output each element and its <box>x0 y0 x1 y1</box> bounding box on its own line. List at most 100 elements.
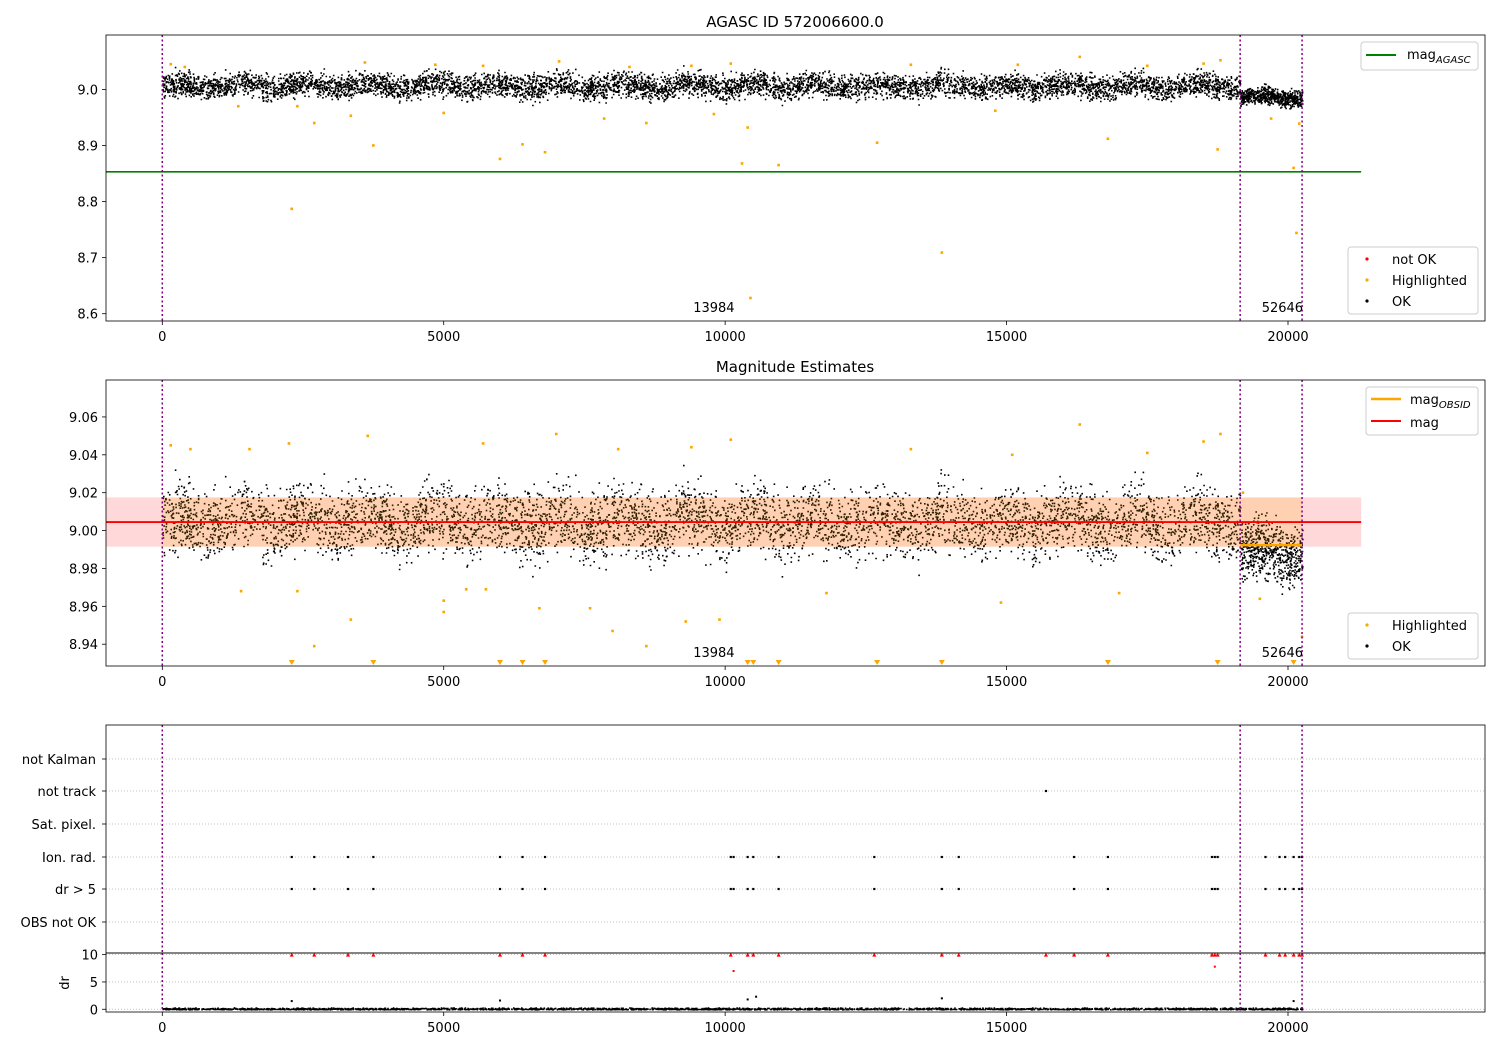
highlighted-point <box>312 121 316 125</box>
highlighted-point <box>287 442 291 445</box>
dr-capped-marker <box>1263 952 1268 957</box>
x-tick-label: 20000 <box>1267 675 1308 690</box>
highlighted-point <box>690 445 693 449</box>
dr-outlier-point <box>746 998 749 1001</box>
highlighted-point <box>349 114 353 118</box>
flag-point <box>777 887 780 891</box>
dr-capped-marker <box>1283 952 1288 957</box>
dr-capped-marker <box>872 952 877 957</box>
highlighted-point <box>712 112 716 116</box>
flag-point <box>1073 887 1076 891</box>
highlighted-point <box>1016 63 1020 67</box>
flag-point <box>1216 855 1219 859</box>
highlighted-point <box>372 144 375 147</box>
flag-point <box>1278 855 1281 859</box>
highlighted-point <box>645 121 648 125</box>
highlighted-point <box>1216 148 1219 151</box>
axes-frame <box>105 952 1486 1013</box>
highlighted-point <box>746 126 749 129</box>
flag-point <box>313 887 316 891</box>
flag-point <box>521 855 524 859</box>
highlighted-limit-marker <box>497 660 503 665</box>
flag-point <box>1073 855 1076 859</box>
y-tick-label: 8.94 <box>69 638 98 653</box>
highlighted-limit-marker <box>938 660 945 665</box>
dr-capped-marker <box>728 952 733 957</box>
y-tick-label: 9.0 <box>77 83 98 98</box>
highlighted-point <box>248 447 251 451</box>
dr-red-point <box>732 970 735 973</box>
flag-category-label: not track <box>37 785 96 800</box>
legend-label-highlighted: Highlighted <box>1392 274 1467 289</box>
highlighted-point <box>464 587 468 591</box>
highlighted-point <box>999 601 1003 604</box>
highlighted-point <box>616 447 620 451</box>
highlighted-point <box>588 606 592 610</box>
dr-capped-marker <box>371 952 376 957</box>
flag-point <box>957 887 960 891</box>
x-tick-label: 10000 <box>704 330 745 345</box>
highlighted-point <box>729 62 733 65</box>
dr-capped-marker <box>1277 952 1282 957</box>
highlighted-point <box>1010 453 1014 457</box>
dr-points-cloud <box>162 1007 1304 1011</box>
x-tick-label: 15000 <box>986 1021 1027 1036</box>
highlighted-point <box>538 606 541 610</box>
x-tick-label: 5000 <box>427 675 460 690</box>
dr-red-point <box>1213 965 1216 968</box>
highlighted-point <box>1202 440 1205 443</box>
highlighted-point <box>183 65 187 69</box>
highlighted-point <box>1295 231 1298 235</box>
flag-point <box>957 855 960 859</box>
flag-point <box>1106 855 1109 859</box>
obsid-label: 13984 <box>693 646 734 661</box>
obsid-label: 52646 <box>1262 301 1303 316</box>
flag-point <box>1044 789 1048 793</box>
highlighted-point <box>1202 62 1205 65</box>
flag-point <box>729 887 732 891</box>
highlighted-point <box>1258 597 1262 601</box>
highlighted-point <box>484 587 488 591</box>
x-tick-label: 0 <box>158 675 166 690</box>
highlighted-point <box>994 109 997 113</box>
flag-point <box>752 887 755 891</box>
highlighted-point <box>1078 55 1082 59</box>
dr-capped-marker <box>498 952 502 957</box>
flag-category-label: Ion. rad. <box>42 851 96 866</box>
x-tick-label: 10000 <box>704 1021 745 1036</box>
highlighted-point <box>239 589 243 593</box>
y-tick-label: 5 <box>90 976 98 991</box>
highlighted-point <box>363 61 367 64</box>
x-tick-label: 15000 <box>986 330 1027 345</box>
highlighted-point <box>628 65 631 69</box>
flag-point <box>1298 855 1301 859</box>
dr-capped-marker <box>520 952 525 957</box>
y-tick-label: 10 <box>81 949 98 964</box>
dr-axis-label: dr <box>58 976 73 990</box>
flag-point <box>1284 887 1287 891</box>
highlighted-point <box>1292 166 1295 170</box>
dr-capped-marker <box>776 952 781 957</box>
y-tick-label: 9.04 <box>69 449 98 464</box>
flag-point <box>346 887 350 891</box>
highlighted-point <box>909 63 913 67</box>
highlighted-limit-marker <box>744 660 751 665</box>
y-tick-label: 8.9 <box>77 139 98 154</box>
plot1-title: AGASC ID 572006600.0 <box>706 13 884 31</box>
flag-point <box>1284 855 1287 859</box>
flag-point <box>1213 887 1216 891</box>
dr-capped-marker <box>1297 952 1302 957</box>
ok-points-cloud <box>162 65 1242 107</box>
highlighted-limit-marker <box>1290 660 1297 665</box>
flag-point <box>1210 887 1214 891</box>
dr-outlier-point <box>940 997 943 1000</box>
highlighted-point <box>296 104 299 108</box>
dr-capped-marker <box>312 952 317 957</box>
highlighted-point <box>940 251 944 254</box>
flag-point <box>1292 855 1295 859</box>
flag-point <box>752 855 755 859</box>
highlighted-limit-marker <box>519 660 526 665</box>
highlighted-point <box>169 62 173 66</box>
highlighted-point <box>543 150 547 154</box>
y-tick-label: 9.00 <box>69 525 98 540</box>
